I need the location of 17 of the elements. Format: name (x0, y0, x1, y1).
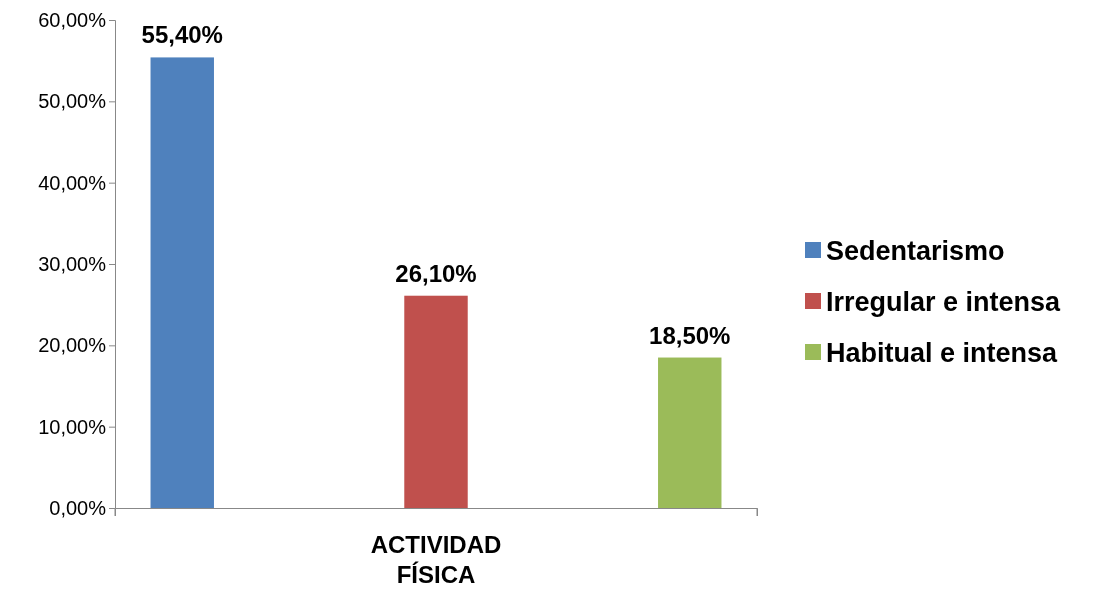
data-label: 18,50% (649, 321, 731, 349)
y-tick-label: 50,00% (38, 90, 107, 113)
legend-label: Sedentarismo (826, 236, 1005, 266)
y-tick-label: 40,00% (38, 171, 107, 194)
data-label: 55,40% (141, 21, 223, 49)
bar (150, 57, 214, 508)
legend-label: Habitual e intensa (826, 338, 1059, 368)
y-tick-label: 0,00% (49, 496, 107, 519)
y-tick-label: 10,00% (38, 415, 107, 438)
y-tick-label: 30,00% (38, 252, 107, 275)
legend-label: Irregular e intensa (826, 287, 1062, 317)
data-label: 26,10% (395, 259, 477, 287)
bar (404, 295, 468, 508)
bar (658, 357, 722, 508)
y-tick-label: 60,00% (38, 8, 107, 31)
y-tick-label: 20,00% (38, 334, 107, 357)
x-tick-label: ACTIVIDAD FÍSICA (370, 531, 502, 588)
